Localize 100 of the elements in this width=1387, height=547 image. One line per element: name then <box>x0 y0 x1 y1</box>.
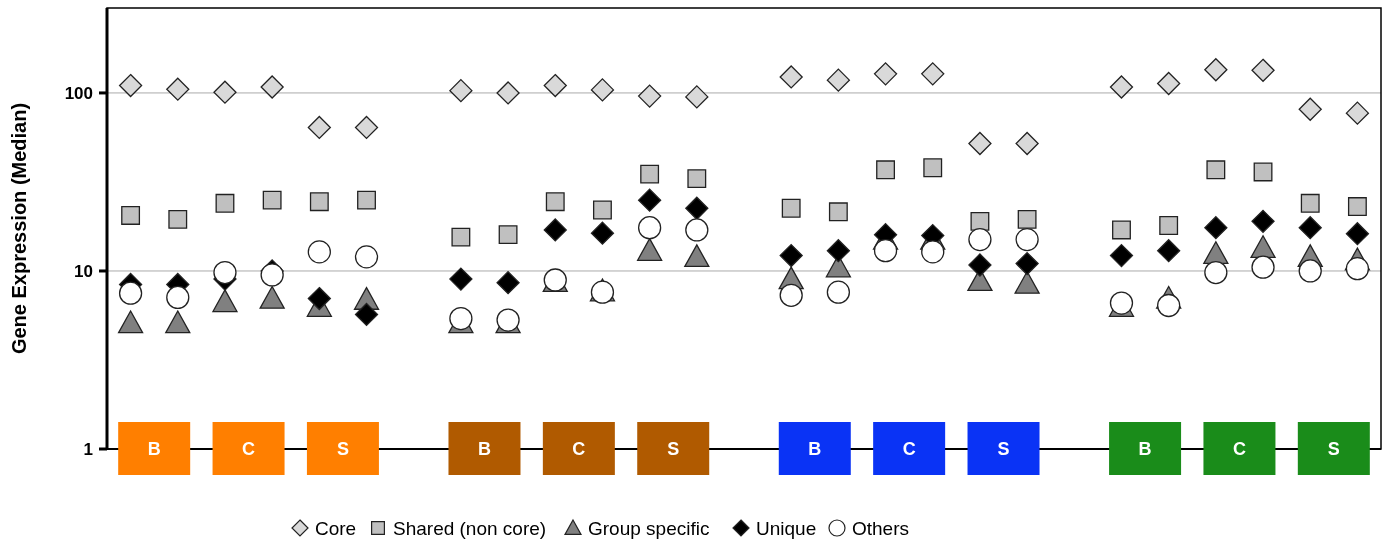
point <box>1204 216 1228 240</box>
point <box>968 131 992 156</box>
point <box>212 289 238 313</box>
point <box>260 263 284 287</box>
point <box>779 243 803 268</box>
point <box>307 286 331 311</box>
point <box>449 267 473 291</box>
annotation: B <box>147 439 161 460</box>
point <box>1250 235 1276 259</box>
point <box>1015 251 1039 276</box>
point <box>590 78 615 102</box>
point <box>968 253 992 277</box>
point <box>307 115 331 140</box>
annotation: S <box>667 439 680 460</box>
y-tick-label: 1 <box>83 439 93 459</box>
point <box>309 192 329 212</box>
point <box>1204 58 1228 82</box>
point <box>1251 209 1275 233</box>
legend-label: Others <box>852 517 910 539</box>
point <box>1300 193 1320 213</box>
legend-label: Unique <box>756 517 817 539</box>
point <box>496 81 520 105</box>
annotation: C <box>572 439 586 460</box>
point <box>873 62 898 86</box>
point <box>640 164 660 184</box>
point <box>828 202 848 222</box>
point <box>543 218 567 242</box>
point <box>876 160 896 180</box>
point <box>1109 75 1134 99</box>
point <box>1345 257 1370 281</box>
point <box>121 206 141 225</box>
y-tick-label: 10 <box>74 261 93 281</box>
annotation: S <box>997 439 1010 460</box>
point <box>451 227 471 247</box>
point <box>826 239 851 263</box>
point <box>168 209 188 229</box>
annotation: C <box>1232 439 1246 460</box>
point <box>590 221 615 245</box>
point <box>636 238 663 261</box>
point <box>826 68 851 92</box>
annotation: B <box>477 439 491 460</box>
point <box>449 79 473 103</box>
point <box>260 75 284 99</box>
legend-label: Core <box>315 517 357 539</box>
point <box>1345 101 1370 125</box>
point <box>354 115 379 140</box>
point <box>1157 239 1181 263</box>
point <box>1157 293 1181 318</box>
point <box>165 310 191 334</box>
point <box>637 188 662 212</box>
point <box>213 260 237 285</box>
y-axis-title: Gene Expression (Median) <box>8 102 30 355</box>
point <box>1347 197 1367 217</box>
point <box>921 62 945 86</box>
annotation: C <box>902 439 916 460</box>
point <box>1206 160 1226 180</box>
point <box>213 80 237 104</box>
point <box>496 270 520 295</box>
point <box>1251 58 1275 82</box>
point <box>637 84 662 108</box>
point <box>781 198 801 218</box>
point <box>1157 71 1181 96</box>
point <box>1298 216 1322 240</box>
point <box>1253 162 1273 182</box>
annotation: C <box>242 439 256 460</box>
annotation: S <box>336 439 349 460</box>
y-tick-label: 100 <box>64 83 93 103</box>
point <box>1159 216 1179 235</box>
point <box>166 77 190 101</box>
point <box>779 65 803 89</box>
point <box>117 310 144 334</box>
point <box>357 190 376 210</box>
point <box>354 302 379 327</box>
point <box>118 73 143 98</box>
point <box>923 158 943 178</box>
point <box>1112 220 1131 240</box>
annotation: B <box>808 439 822 460</box>
point <box>1015 131 1039 156</box>
point <box>498 225 518 245</box>
annotation: S <box>1327 439 1340 460</box>
point <box>873 239 898 263</box>
point <box>118 281 143 305</box>
point <box>1345 222 1370 246</box>
point <box>543 73 567 98</box>
point <box>970 211 990 231</box>
point <box>684 244 710 268</box>
point <box>1298 97 1322 121</box>
point <box>259 285 285 309</box>
point <box>685 196 709 220</box>
legend-label: Shared (non core) <box>393 517 547 539</box>
legend-label: Group specific <box>588 517 710 539</box>
point <box>685 85 709 109</box>
point <box>687 169 707 189</box>
point <box>1109 243 1134 268</box>
point <box>1017 209 1037 229</box>
point <box>921 240 945 264</box>
point <box>215 193 235 213</box>
point <box>1298 259 1322 283</box>
point <box>262 190 282 210</box>
annotation: B <box>1138 439 1152 460</box>
